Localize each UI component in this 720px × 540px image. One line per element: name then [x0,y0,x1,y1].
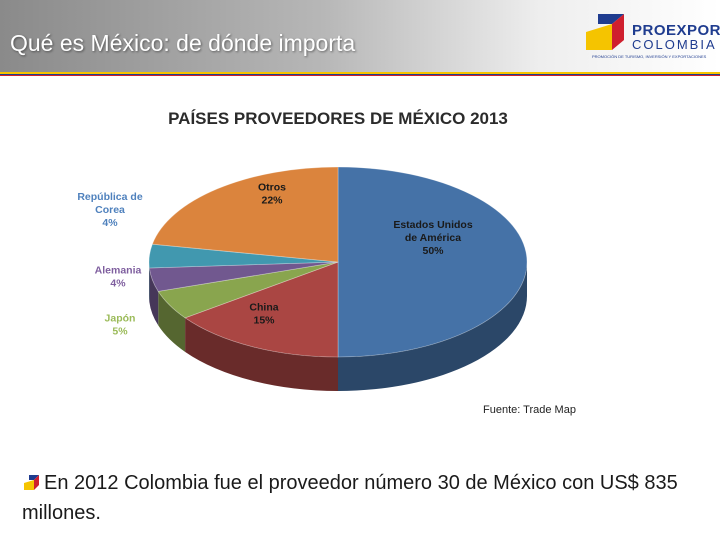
slice-pct-otros: 22% [261,195,283,207]
pie-slice-estados-unidos-de-america [337,166,528,358]
proexport-logo: PROEXPORT COLOMBIA PROMOCIÓN DE TURISMO,… [582,10,720,64]
body-text: En 2012 Colombia fue el proveedor número… [22,472,678,524]
bullet-icon [24,475,39,490]
pie-slice-japon [157,261,339,319]
slice-label-estados-unidos-de-america: Estados Unidos [393,219,473,231]
chart-title: PAÍSES PROVEEDORES DE MÉXICO 2013 [168,109,508,128]
slice-pct-china: 15% [253,315,275,327]
pie-slice-china [184,261,339,358]
chart-source: Fuente: Trade Map [483,404,576,416]
slide-title: Qué es México: de dónde importa [10,30,356,56]
pie-depth [149,262,527,391]
pie-chart: PAÍSES PROVEEDORES DE MÉXICO 2013 Estado… [77,109,528,391]
slice-label-republica-de-corea: República de [77,191,143,203]
pie-slice-otros [151,166,339,263]
slice-label-estados-unidos-de-america: de América [405,232,461,244]
pie-top [148,166,528,358]
pie-side-china [185,317,338,391]
slide-header: Qué es México: de dónde importa PROEXPOR… [0,0,720,76]
pie-slice-republica-de-corea [148,243,339,269]
pie-side-alemania [149,267,159,326]
proexport-logo-icon [586,14,624,50]
slice-pct-japon: 5% [112,326,128,338]
slice-label-alemania: Alemania [95,265,142,277]
slice-label-otros: Otros [258,182,286,194]
header-stripe [0,72,720,76]
slice-pct-alemania: 4% [110,278,126,290]
logo-name: PROEXPORT [632,22,720,39]
logo-tagline: PROMOCIÓN DE TURISMO, INVERSIÓN Y EXPORT… [592,54,707,59]
pie-slice-alemania [148,261,339,292]
body-paragraph: En 2012 Colombia fue el proveedor número… [22,468,702,528]
slice-label-china: China [249,302,278,314]
slice-pct-estados-unidos-de-america: 50% [422,245,444,257]
pie-side-estados-unidos-de-america [338,262,527,391]
slice-label-republica-de-corea: Corea [95,204,125,216]
slice-pct-republica-de-corea: 4% [102,217,118,229]
pie-side-japon [158,291,186,352]
slice-label-japon: Japón [105,313,136,325]
logo-sub: COLOMBIA [632,37,717,52]
